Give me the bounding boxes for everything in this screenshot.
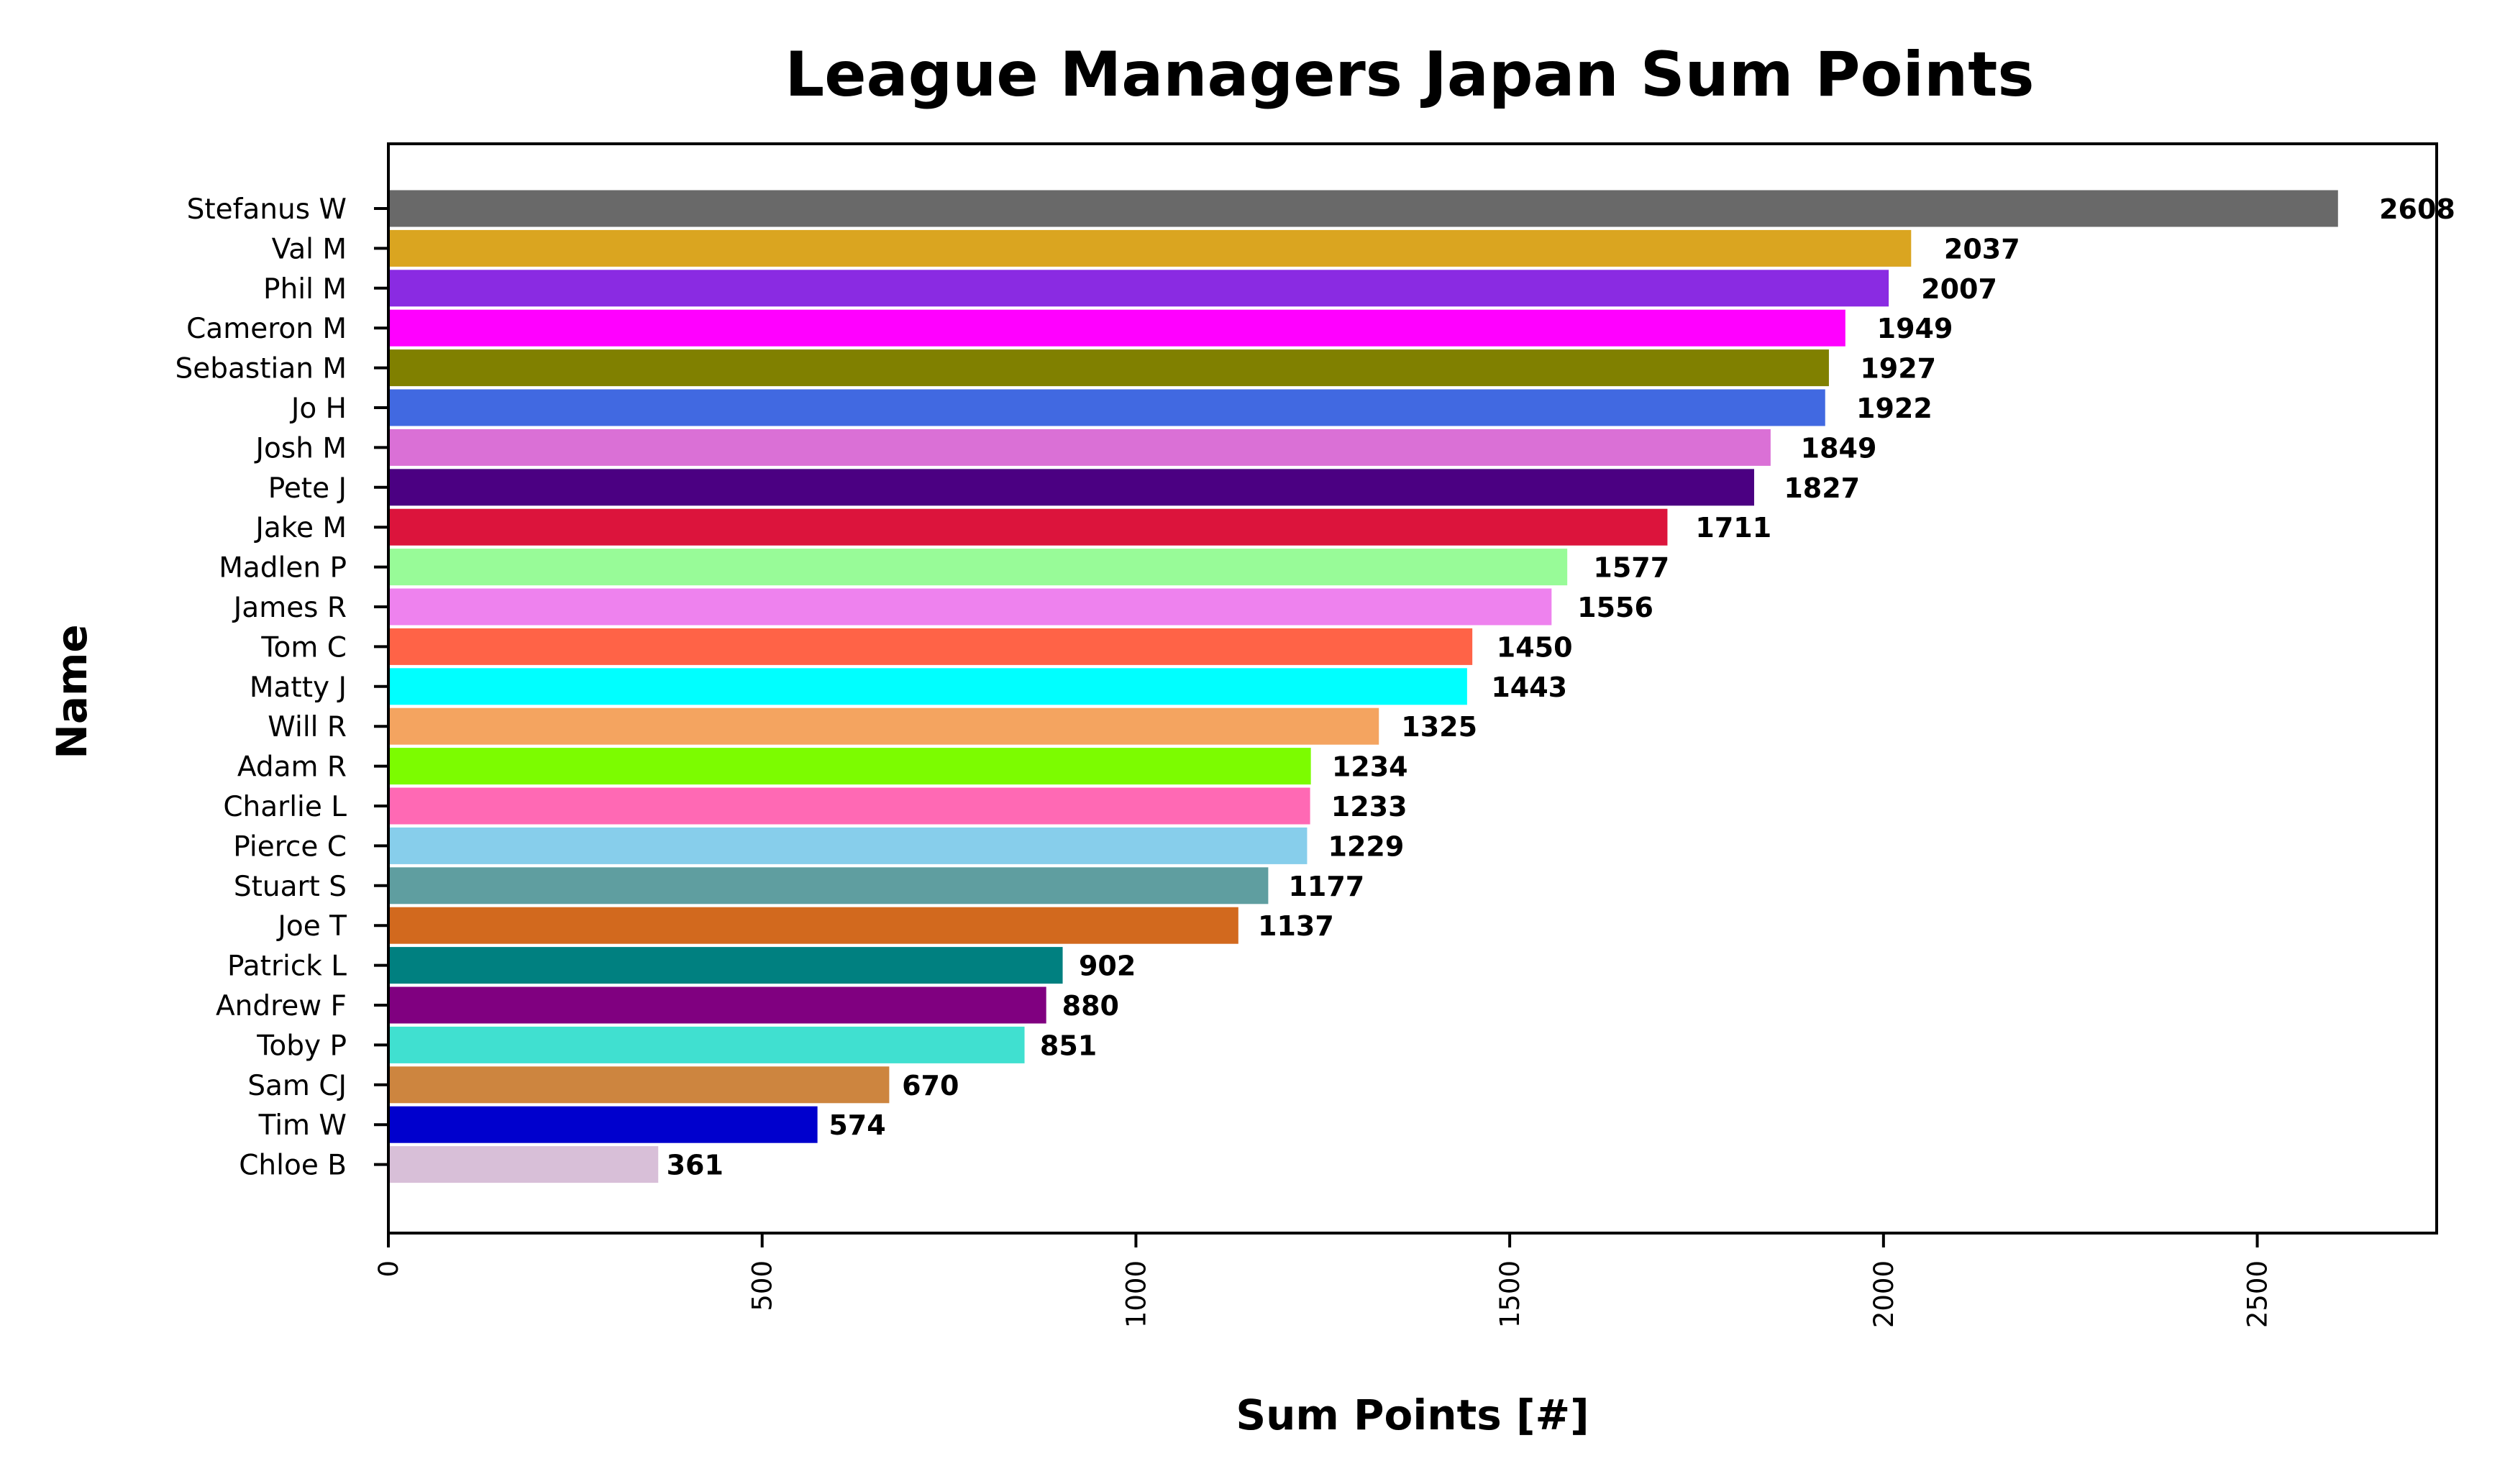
- y-tick-label: Madlen P: [219, 552, 347, 585]
- bar: [388, 748, 1311, 785]
- bar: [388, 190, 2338, 227]
- data-label: 1577: [1593, 552, 1669, 584]
- data-label: 1450: [1497, 631, 1573, 663]
- bar: [388, 508, 1668, 546]
- data-label: 1922: [1856, 393, 1933, 424]
- bar: [388, 429, 1771, 466]
- y-tick-label: Patrick L: [227, 951, 347, 983]
- data-label: 851: [1040, 1030, 1097, 1061]
- data-label: 1556: [1577, 592, 1653, 623]
- y-tick-label: Tim W: [258, 1109, 347, 1142]
- bar: [388, 549, 1568, 586]
- y-tick-label: Matty J: [250, 672, 347, 704]
- y-tick-label: Stefanus W: [187, 193, 347, 226]
- data-label: 1137: [1258, 910, 1334, 942]
- y-tick-label: Will R: [268, 711, 347, 743]
- y-tick-label: James R: [232, 592, 347, 624]
- x-axis-label: Sum Points [#]: [1236, 1391, 1589, 1439]
- y-tick-label: Adam R: [237, 751, 347, 784]
- bar: [388, 1106, 818, 1143]
- x-tick-label: 2000: [1869, 1260, 1899, 1328]
- bar: [388, 389, 1825, 426]
- x-tick-label: 0: [373, 1260, 404, 1278]
- y-tick-label: Pete J: [268, 472, 347, 505]
- data-label: 1233: [1331, 791, 1407, 823]
- y-tick-label: Phil M: [263, 273, 347, 306]
- data-label: 361: [667, 1150, 724, 1181]
- y-tick-label: Jo H: [289, 393, 347, 425]
- x-tick-label: 1500: [1495, 1260, 1525, 1328]
- x-tick-label: 1000: [1121, 1260, 1151, 1328]
- bar: [388, 867, 1269, 904]
- x-tick-label: 2500: [2242, 1260, 2273, 1328]
- data-label: 2007: [1921, 273, 1997, 305]
- y-tick-label: Val M: [272, 233, 347, 265]
- data-label: 1229: [1328, 830, 1405, 862]
- data-label: 1177: [1288, 871, 1364, 902]
- bar: [388, 229, 1912, 267]
- bar: [388, 668, 1467, 705]
- bar: [388, 270, 1889, 307]
- bar: [388, 787, 1310, 825]
- data-label: 1325: [1401, 711, 1477, 743]
- data-label: 1949: [1877, 313, 1953, 344]
- bar: [388, 707, 1379, 745]
- x-tick-label: 500: [747, 1260, 778, 1311]
- y-tick-label: Joe T: [275, 910, 347, 943]
- y-tick-label: Stuart S: [234, 871, 347, 903]
- chart-title: League Managers Japan Sum Points: [785, 39, 2034, 111]
- data-label: 574: [829, 1109, 885, 1141]
- y-tick-label: Cameron M: [186, 313, 347, 345]
- data-label: 1711: [1695, 512, 1771, 544]
- y-tick-label: Charlie L: [223, 791, 347, 823]
- y-tick-label: Pierce C: [233, 830, 347, 863]
- bar: [388, 827, 1308, 864]
- bar: [388, 588, 1552, 626]
- bar: [388, 349, 1829, 387]
- plot-area: Stefanus W 2608 Val M 2037 Phil M 2007 Cameron…: [175, 190, 2455, 1328]
- data-label: 1234: [1332, 751, 1408, 783]
- data-label: 1443: [1491, 672, 1567, 703]
- bar: [388, 628, 1473, 665]
- bar: [388, 986, 1046, 1024]
- data-label: 2608: [2379, 193, 2455, 225]
- data-label: 1849: [1801, 432, 1877, 464]
- bar: [388, 469, 1755, 506]
- y-tick-label: Chloe B: [239, 1150, 347, 1182]
- y-tick-label: Sebastian M: [175, 353, 347, 385]
- y-tick-label: Jake M: [253, 512, 347, 544]
- data-label: 1927: [1860, 353, 1936, 385]
- plot-frame: [387, 142, 2438, 1235]
- y-tick-label: Toby P: [256, 1030, 347, 1062]
- bar: [388, 1066, 890, 1104]
- bar: [388, 907, 1238, 944]
- y-tick-label: Andrew F: [216, 990, 347, 1022]
- data-label: 670: [902, 1070, 959, 1101]
- data-label: 2037: [1944, 233, 2020, 265]
- y-tick-label: Josh M: [254, 432, 347, 464]
- y-axis-label: Name: [47, 624, 96, 759]
- bar: [388, 1146, 659, 1183]
- y-tick-label: Tom C: [260, 631, 347, 664]
- bar: [388, 947, 1063, 984]
- data-label: 1827: [1784, 472, 1860, 504]
- data-label: 880: [1062, 990, 1119, 1022]
- bar: [388, 309, 1845, 347]
- data-label: 902: [1079, 951, 1136, 982]
- bar: [388, 1026, 1025, 1063]
- y-tick-label: Sam CJ: [247, 1070, 347, 1102]
